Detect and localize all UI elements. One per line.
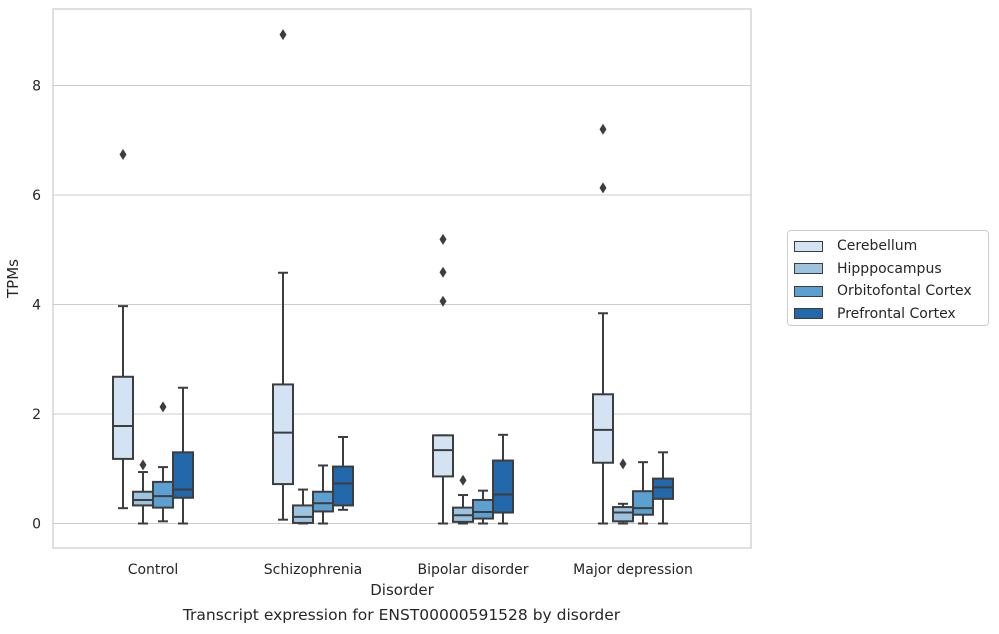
series-cerebellum [112, 29, 614, 525]
box-iqr [292, 504, 314, 524]
y-tick-label: 4 [32, 298, 41, 314]
legend-swatch [794, 263, 823, 275]
legend-item: Prefrontal Cortex [794, 303, 988, 326]
outlier-point [439, 295, 447, 307]
box-iqr [652, 477, 674, 500]
outlier-point [599, 123, 607, 135]
box-iqr [472, 498, 494, 520]
box [332, 435, 354, 511]
outlier-point [439, 266, 447, 278]
legend-label: Hipppocampus [837, 260, 942, 277]
box [472, 489, 494, 525]
box [452, 474, 474, 525]
outlier-point [599, 182, 607, 194]
box [112, 148, 134, 510]
box-iqr [272, 383, 294, 486]
box [592, 123, 614, 525]
gridlines [53, 85, 751, 524]
series-orbitofontal-cortex [152, 401, 654, 525]
box-iqr [332, 465, 354, 507]
box-iqr [152, 480, 174, 509]
plot-frame [52, 8, 752, 549]
box-iqr [492, 459, 514, 514]
outlier-point [459, 474, 467, 486]
legend-label: Prefrontal Cortex [837, 305, 956, 322]
series-hipppocampus [132, 458, 634, 525]
box-iqr [112, 375, 134, 460]
y-tick-label: 8 [32, 79, 41, 95]
legend-label: Orbitofontal Cortex [837, 283, 972, 300]
box-iqr [132, 490, 154, 507]
box-iqr [592, 393, 614, 464]
box [432, 233, 454, 525]
outlier-point [439, 233, 447, 245]
x-tick-label: Control [128, 562, 179, 578]
y-tick-label: 6 [32, 188, 41, 204]
box-iqr [172, 451, 194, 499]
legend: Cerebellum Hipppocampus Orbitofontal Corte… [787, 230, 989, 326]
y-axis-label: TPMs [4, 259, 22, 299]
outlier-point [139, 459, 147, 471]
box [312, 464, 334, 525]
box [492, 433, 514, 525]
box [292, 488, 314, 525]
box [632, 461, 654, 525]
outlier-point [279, 29, 287, 41]
legend-item: Hipppocampus [794, 258, 988, 281]
legend-item: Cerebellum [794, 235, 988, 258]
x-tick-labels: Control Schizophrenia Bipolar disorder Majo… [128, 562, 693, 578]
box [172, 386, 194, 525]
box-iqr [632, 490, 654, 516]
y-tick-label: 0 [32, 517, 41, 533]
legend-swatch [794, 240, 823, 252]
outlier-point [619, 458, 627, 470]
legend-item: Orbitofontal Cortex [794, 280, 988, 303]
chart-caption: Transcript expression for ENST0000059152… [182, 606, 621, 624]
box [132, 459, 154, 525]
box [612, 458, 634, 525]
box-iqr [432, 434, 454, 478]
x-tick-label: Bipolar disorder [417, 562, 528, 578]
x-tick-label: Major depression [573, 562, 693, 578]
box-iqr [612, 506, 634, 523]
outlier-point [119, 148, 127, 160]
y-tick-labels: 0 2 4 6 8 [32, 79, 41, 533]
box [152, 401, 174, 523]
box [652, 451, 674, 525]
box-series [112, 29, 674, 525]
x-tick-label: Schizophrenia [264, 562, 362, 578]
legend-swatch [794, 285, 823, 297]
legend-label: Cerebellum [837, 238, 918, 255]
box [272, 29, 294, 521]
series-prefrontal-cortex [172, 386, 674, 525]
legend-swatch [794, 308, 823, 320]
outlier-point [159, 401, 167, 413]
y-tick-label: 2 [32, 407, 41, 423]
x-axis-label: Disorder [370, 581, 434, 599]
box-iqr [312, 490, 334, 513]
